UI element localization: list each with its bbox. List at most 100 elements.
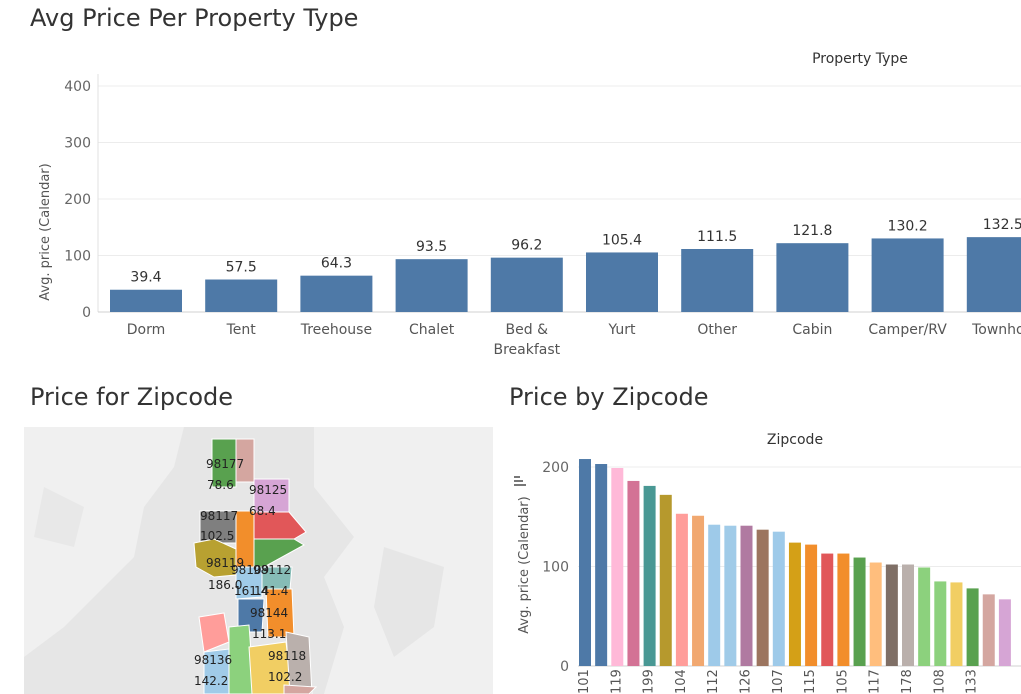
zip-bar-15: [821, 553, 834, 666]
zip-bar-3: [627, 480, 640, 666]
chart-title-zipcode: Price by Zipcode: [509, 383, 709, 411]
zip-x-tick-2: 199: [642, 669, 657, 694]
zip-bar-0: [579, 459, 591, 666]
zip-bar-8: [708, 524, 721, 666]
bar-4: [490, 257, 563, 312]
zip-bar-23: [950, 582, 963, 666]
zip-x-tick-11: 108: [932, 669, 947, 694]
map-label-10: 161.4: [234, 584, 268, 598]
zip-x-tick-3: 104: [674, 669, 689, 694]
zip-x-tick-0: 101: [577, 669, 592, 694]
bar-8: [871, 238, 944, 312]
x-tick-label-4: Bed & Breakfast: [493, 322, 560, 358]
bar-label-1: 57.5: [226, 260, 257, 276]
zip-region-13: [203, 648, 232, 694]
zip-region-17: [283, 684, 318, 694]
zip-region-16: [285, 631, 313, 694]
zip-x-tick-5: 126: [739, 669, 754, 694]
bar-label-2: 64.3: [321, 256, 352, 272]
x-tick-label-7: Cabin: [792, 322, 832, 338]
bar-label-0: 39.4: [130, 270, 161, 286]
zipcode-map[interactable]: 98177 78.6 98125 98117 68.4 102.5 98119 98109 98…: [24, 427, 493, 694]
zip-bar-2: [611, 467, 624, 666]
zip-bar-10: [740, 525, 753, 666]
zip-bar-6: [675, 513, 688, 666]
zip-bar-4: [643, 485, 656, 666]
map-label-5: 102.5: [200, 529, 234, 543]
map-label-15: 98118: [268, 649, 306, 663]
x-tick-label-9: Townhou: [971, 322, 1021, 338]
zip-bar-19: [885, 564, 898, 666]
map-label-1: 78.6: [207, 478, 234, 492]
y-tick-label: 400: [64, 79, 91, 95]
zip-region-7: [253, 538, 306, 568]
zip-bar-1: [595, 464, 608, 666]
zip-x-tick-9: 117: [868, 669, 883, 694]
y-tick-label: 100: [542, 560, 569, 576]
chart-title-map: Price for Zipcode: [30, 383, 234, 411]
map-landmass: [24, 427, 493, 694]
map-label-16: 142.2: [194, 674, 228, 688]
zip-bar-26: [998, 599, 1011, 666]
bar-1: [205, 279, 278, 312]
zip-bar-21: [918, 567, 931, 666]
x-tick-label-8: Camper/RV: [868, 322, 947, 338]
zip-bar-20: [902, 564, 914, 666]
map-label-13: 113.1: [252, 627, 286, 641]
map-label-8: 98112: [253, 563, 291, 577]
zip-bar-16: [837, 553, 850, 666]
map-label-2: 98125: [249, 483, 287, 497]
bar-label-5: 105.4: [602, 232, 642, 248]
zip-bar-22: [934, 581, 947, 666]
zip-bar-9: [724, 525, 737, 666]
property-type-bar-chart: Property Type Avg. price (Calendar) 0 100…: [38, 51, 1021, 358]
sort-icon[interactable]: [514, 476, 526, 486]
x-tick-label-6: Other: [697, 322, 737, 338]
zip-bar-13: [788, 542, 801, 666]
y-axis-label-property: Avg. price (Calendar): [38, 163, 53, 300]
property-type-header: Property Type: [812, 51, 908, 67]
map-label-14: 98136: [194, 653, 232, 667]
map-label-3: 98117: [200, 509, 238, 523]
zip-region-14: [228, 624, 255, 694]
bar-3: [395, 259, 468, 312]
x-tick-label-1: Tent: [226, 322, 257, 338]
bar-label-8: 130.2: [888, 218, 928, 234]
zip-region-15: [248, 641, 293, 694]
zip-x-tick-10: 178: [900, 669, 915, 694]
zip-bar-14: [805, 544, 818, 666]
x-tick-label-3: Chalet: [409, 322, 455, 338]
bar-9: [966, 237, 1021, 312]
chart-title-property: Avg Price Per Property Type: [30, 4, 359, 32]
zip-x-tick-7: 115: [803, 669, 818, 694]
zipcode-header: Zipcode: [767, 432, 823, 448]
y-tick-label: 200: [542, 460, 569, 476]
y-axis-label-zipcode: Avg. price (Calendar): [517, 496, 532, 633]
map-label-12: 98144: [250, 606, 288, 620]
bar-2: [300, 275, 373, 312]
x-tick-label-5: Yurt: [607, 322, 636, 338]
y-tick-label: 0: [82, 305, 91, 321]
zip-bar-18: [869, 562, 882, 666]
x-tick-label-2: Treehouse: [300, 322, 372, 338]
zip-x-tick-12: 133: [965, 669, 980, 694]
bar-label-9: 132.5: [983, 217, 1021, 233]
zip-x-tick-8: 105: [835, 669, 850, 694]
map-label-11: 141.4: [254, 584, 288, 598]
map-label-9: 186.0: [208, 578, 242, 592]
bar-label-4: 96.2: [511, 238, 542, 254]
bar-label-3: 93.5: [416, 239, 447, 255]
map-label-7: 98109: [231, 563, 269, 577]
y-tick-label: 300: [64, 136, 91, 152]
zip-bar-12: [772, 531, 785, 666]
bar-0: [110, 289, 182, 312]
zip-bar-24: [966, 588, 979, 666]
y-tick-label: 100: [64, 249, 91, 265]
bar-6: [681, 249, 754, 312]
map-label-0: 98177: [206, 457, 244, 471]
bar-label-7: 121.8: [792, 223, 832, 239]
map-label-17: 102.2: [268, 670, 302, 684]
map-label-6: 98119: [206, 556, 244, 570]
zip-x-tick-1: 119: [609, 669, 624, 694]
zip-bar-5: [659, 494, 672, 666]
